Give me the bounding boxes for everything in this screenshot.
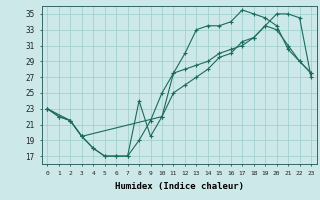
X-axis label: Humidex (Indice chaleur): Humidex (Indice chaleur) (115, 182, 244, 191)
